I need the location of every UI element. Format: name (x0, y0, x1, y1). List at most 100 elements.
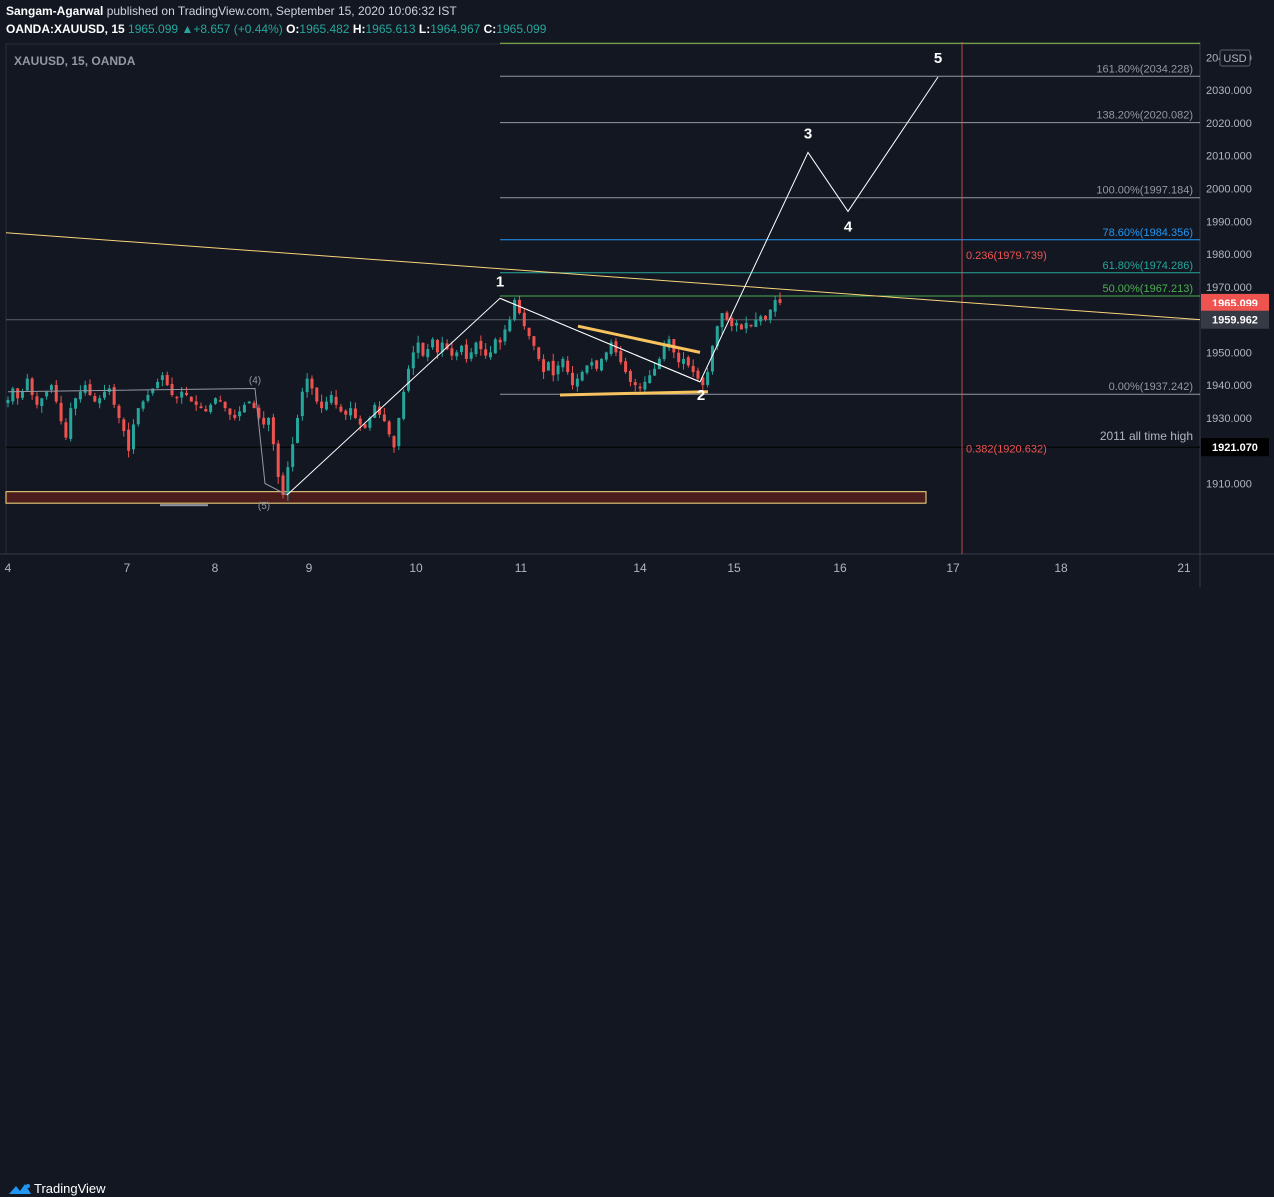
publisher-name[interactable]: Sangam-Agarwal (6, 4, 103, 18)
candle-body (204, 409, 207, 411)
candle-body (330, 395, 333, 403)
candle-body (764, 316, 767, 320)
candle-body (373, 405, 376, 418)
published-text: published on TradingView.com, September … (103, 4, 456, 18)
candle-body (431, 339, 434, 347)
candle-body (696, 371, 699, 379)
price-tick-label: 1990.000 (1206, 216, 1252, 228)
candle-body (69, 408, 72, 439)
candle-body (277, 443, 280, 476)
candle-body (335, 397, 338, 405)
candle-body (296, 418, 299, 443)
candle-body (166, 375, 169, 385)
candle-body (349, 408, 352, 415)
symbol-label[interactable]: OANDA:XAUUSD, 15 (6, 22, 125, 36)
chart-header: Sangam-Agarwal published on TradingView.… (0, 0, 1274, 42)
zone-handle[interactable] (160, 504, 208, 506)
candle-body (339, 407, 342, 412)
candle-body (725, 313, 728, 320)
candle-body (605, 352, 608, 359)
time-tick-label: 9 (306, 561, 313, 575)
candle-body (132, 424, 135, 449)
candle-body (286, 467, 289, 494)
tradingview-brand[interactable]: TradingView (34, 1181, 106, 1196)
candle-body (74, 398, 77, 408)
candle-body (79, 392, 82, 400)
fib-level-label: 50.00%(1967.213) (1102, 283, 1193, 295)
candle-body (528, 328, 531, 336)
candle-body (754, 320, 757, 327)
fib-level-label: 161.80%(2034.228) (1096, 63, 1193, 75)
support-zone[interactable] (6, 492, 926, 503)
candle-body (677, 353, 680, 363)
candle-body (117, 406, 120, 418)
candle-body (576, 379, 579, 387)
candle-body (600, 359, 603, 370)
candle-body (291, 444, 294, 467)
candle-body (779, 299, 782, 303)
candle-body (60, 403, 63, 421)
candle-body (624, 361, 627, 372)
candle-body (253, 403, 256, 408)
time-tick-label: 11 (515, 561, 528, 575)
candle-body (499, 340, 502, 343)
tradingview-logo-icon[interactable] (8, 1181, 32, 1197)
wave-label: 2 (697, 387, 705, 404)
candle-body (180, 392, 183, 398)
open-label: O: (286, 22, 299, 36)
candle-body (142, 402, 145, 409)
candle-body (402, 392, 405, 419)
chart-area[interactable]: XAUUSD, 15, OANDA 1910.0001920.0001930.0… (0, 42, 1274, 587)
high-value: 1965.613 (366, 22, 416, 36)
axis-price-text: 1959.962 (1212, 315, 1258, 327)
ohlc-line: OANDA:XAUUSD, 15 1965.099 ▲+8.657 (+0.44… (6, 22, 546, 36)
candle-body (503, 329, 506, 341)
price-tick-label: 2010.000 (1206, 151, 1252, 163)
sub-wave-label: (4) (249, 376, 261, 387)
currency-label: USD (1223, 53, 1246, 65)
sub-wave-label: (5) (258, 501, 270, 512)
candle-body (494, 339, 497, 353)
price-chart[interactable]: XAUUSD, 15, OANDA 1910.0001920.0001930.0… (0, 42, 1274, 587)
time-tick-label: 18 (1054, 561, 1068, 575)
candle-body (721, 313, 724, 327)
candle-body (436, 340, 439, 352)
candle-body (200, 406, 203, 408)
candle-body (740, 324, 743, 329)
candle-body (561, 359, 564, 367)
candle-body (224, 402, 227, 408)
candle-body (64, 422, 67, 437)
candle-body (354, 409, 357, 418)
candle-body (417, 343, 420, 353)
wave-label: 1 (496, 273, 504, 290)
candle-body (687, 357, 690, 365)
candle-body (93, 396, 96, 401)
candle-body (21, 392, 24, 398)
price-tick-label: 1970.000 (1206, 282, 1252, 294)
candle-body (388, 422, 391, 435)
time-tick-label: 21 (1177, 561, 1191, 575)
low-label: L: (419, 22, 430, 36)
candle-body (7, 400, 10, 403)
candle-body (769, 310, 772, 320)
candle-body (214, 398, 217, 403)
candle-body (306, 379, 309, 393)
candle-body (475, 343, 478, 354)
fib-level-label: 0.00%(1937.242) (1109, 381, 1193, 393)
candle-body (653, 369, 656, 376)
candle-body (84, 385, 87, 393)
candle-body (11, 388, 14, 401)
price-tick-label: 2020.000 (1206, 118, 1252, 130)
candle-body (648, 375, 651, 383)
open-value: 1965.482 (299, 22, 349, 36)
candle-body (735, 323, 738, 326)
high-label: H: (353, 22, 366, 36)
candle-body (89, 384, 92, 395)
candle-body (407, 369, 410, 391)
candle-body (151, 388, 154, 393)
candle-body (209, 405, 212, 412)
candle-body (190, 397, 193, 402)
candle-body (243, 405, 246, 412)
wave-label: 3 (804, 125, 812, 142)
price-tick-label: 2000.000 (1206, 183, 1252, 195)
